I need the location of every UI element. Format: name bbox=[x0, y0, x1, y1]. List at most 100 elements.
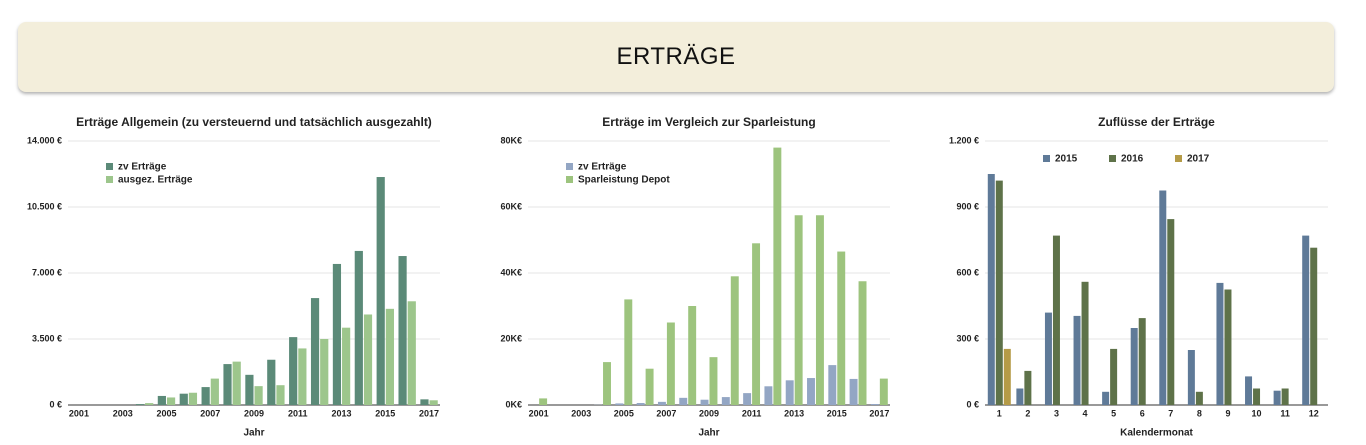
bar bbox=[320, 339, 329, 405]
bar bbox=[995, 180, 1003, 405]
x-tick-label: 2009 bbox=[244, 408, 264, 418]
y-tick-label: 60K€ bbox=[500, 201, 522, 211]
y-tick-label: 600 € bbox=[956, 267, 979, 277]
bar bbox=[1016, 388, 1024, 405]
bar bbox=[1310, 247, 1318, 405]
legend-label: ausgez. Erträge bbox=[118, 175, 193, 186]
bar bbox=[858, 281, 867, 405]
bar bbox=[773, 147, 782, 405]
y-tick-label: 1.200 € bbox=[949, 135, 979, 145]
x-tick-label: 2001 bbox=[69, 408, 89, 418]
bar bbox=[188, 392, 198, 405]
bar bbox=[1253, 388, 1261, 405]
legend-swatch bbox=[566, 176, 573, 183]
bar bbox=[1273, 390, 1281, 405]
bar bbox=[1245, 376, 1253, 405]
bar bbox=[615, 403, 624, 405]
legend-label: 2016 bbox=[1121, 154, 1144, 165]
bar bbox=[1159, 190, 1167, 405]
bar bbox=[539, 398, 548, 405]
bar bbox=[1081, 281, 1089, 405]
x-tick-label: 2007 bbox=[656, 408, 676, 418]
bar bbox=[837, 251, 846, 405]
bar bbox=[342, 327, 351, 405]
bar bbox=[1044, 312, 1052, 405]
x-tick-label: 2011 bbox=[288, 408, 308, 418]
bar bbox=[289, 337, 298, 405]
bar bbox=[794, 215, 803, 405]
x-tick-label: 8 bbox=[1197, 408, 1202, 418]
x-tick-label: 2015 bbox=[375, 408, 395, 418]
bar bbox=[987, 174, 995, 405]
bar bbox=[223, 364, 232, 405]
legend-swatch bbox=[106, 176, 113, 183]
bar bbox=[145, 403, 154, 405]
bar bbox=[276, 385, 285, 405]
bar bbox=[645, 368, 654, 405]
x-tick-label: 2007 bbox=[200, 408, 220, 418]
x-tick-label: 1 bbox=[997, 408, 1002, 418]
bar bbox=[179, 393, 188, 405]
y-tick-label: 20K€ bbox=[500, 333, 522, 343]
bar bbox=[730, 276, 739, 405]
bar bbox=[407, 301, 416, 405]
y-tick-label: 0 € bbox=[966, 399, 979, 409]
bar bbox=[1102, 391, 1110, 405]
bar bbox=[709, 357, 718, 405]
legend-swatch bbox=[566, 163, 573, 170]
x-tick-label: 2017 bbox=[869, 408, 889, 418]
legend-label: zv Erträge bbox=[578, 162, 627, 173]
bar bbox=[232, 361, 241, 405]
x-tick-label: 9 bbox=[1225, 408, 1230, 418]
bar bbox=[385, 308, 394, 405]
bar bbox=[245, 374, 254, 405]
x-tick-label: 3 bbox=[1054, 408, 1059, 418]
bar bbox=[254, 386, 263, 405]
bar bbox=[666, 322, 675, 405]
bar bbox=[688, 306, 697, 405]
x-tick-label: 2009 bbox=[699, 408, 719, 418]
legend-swatch bbox=[1043, 155, 1050, 162]
bar bbox=[828, 365, 837, 405]
bar bbox=[1281, 388, 1289, 405]
y-tick-label: 0K€ bbox=[505, 399, 522, 409]
bar bbox=[1052, 235, 1060, 405]
bar bbox=[1187, 350, 1195, 405]
bar bbox=[267, 359, 276, 405]
y-tick-label: 80K€ bbox=[500, 135, 522, 145]
x-tick-label: 2013 bbox=[784, 408, 804, 418]
header-title: ERTRÄGE bbox=[18, 22, 1334, 92]
bar bbox=[807, 378, 815, 405]
legend-label: Sparleistung Depot bbox=[578, 175, 670, 186]
bar bbox=[157, 395, 166, 405]
legend-label: zv Erträge bbox=[118, 162, 167, 173]
legend-label: 2017 bbox=[1187, 154, 1210, 165]
bar bbox=[376, 177, 385, 405]
y-tick-label: 10.500 € bbox=[27, 201, 62, 211]
bar bbox=[429, 400, 438, 405]
chart-title: Zuflüsse der Erträge bbox=[1098, 115, 1215, 129]
y-tick-label: 40K€ bbox=[500, 267, 522, 277]
bar bbox=[752, 243, 761, 405]
bar bbox=[298, 348, 307, 405]
bar bbox=[398, 256, 407, 405]
bar bbox=[815, 215, 824, 405]
bar bbox=[1302, 235, 1310, 405]
bar bbox=[700, 399, 709, 405]
y-tick-label: 7.000 € bbox=[32, 267, 62, 277]
y-tick-label: 14.000 € bbox=[27, 135, 62, 145]
bar bbox=[135, 404, 145, 405]
bar bbox=[1003, 348, 1011, 405]
bar bbox=[870, 404, 879, 405]
bar bbox=[764, 386, 773, 405]
chart-title: Erträge Allgemein (zu versteuernd und ta… bbox=[76, 115, 432, 129]
bar bbox=[354, 250, 363, 405]
legend-swatch bbox=[1109, 155, 1116, 162]
bar bbox=[363, 314, 373, 405]
bar bbox=[1138, 318, 1146, 405]
bar bbox=[603, 362, 611, 405]
bar bbox=[636, 403, 645, 405]
y-tick-label: 900 € bbox=[956, 201, 979, 211]
